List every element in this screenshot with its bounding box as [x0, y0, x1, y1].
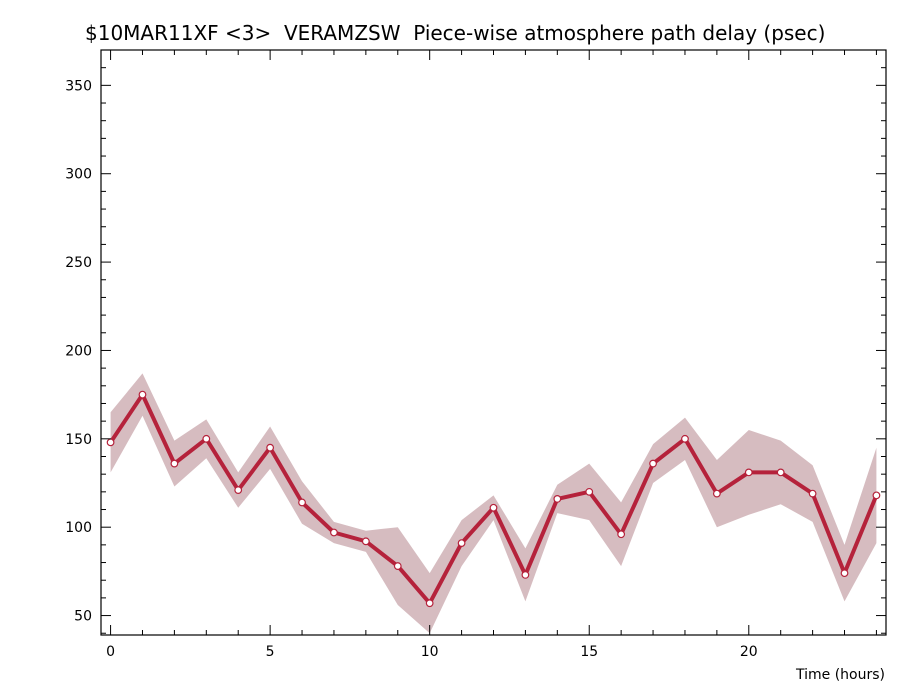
uncertainty-band: [110, 373, 877, 634]
chart-title: $10MAR11XF <3> VERAMZSW Piece-wise atmos…: [85, 21, 825, 45]
data-point: [425, 599, 434, 608]
x-tick-label: 0: [106, 644, 115, 660]
data-point: [170, 459, 179, 468]
data-point: [776, 468, 785, 477]
x-tick-label: 10: [421, 644, 439, 660]
data-point: [298, 498, 306, 507]
data-point: [106, 438, 115, 447]
data-point: [744, 468, 753, 477]
data-point: [808, 489, 817, 498]
x-tick-label: 5: [266, 644, 275, 660]
y-tick-label: 50: [74, 609, 92, 625]
data-point: [553, 495, 562, 503]
data-point: [617, 530, 626, 539]
data-point: [872, 491, 881, 500]
y-tick-label: 200: [65, 343, 92, 359]
y-axis-tick-labels: 50 100 150 200 250 300 350: [65, 78, 92, 624]
data-point: [840, 569, 849, 578]
data-point: [361, 537, 370, 546]
axis-ticks: [101, 49, 886, 635]
data-point: [681, 434, 689, 443]
data-point: [585, 487, 594, 496]
data-point: [330, 528, 338, 537]
data-point: [393, 562, 402, 570]
data-point: [489, 503, 498, 512]
plot-frame: [100, 49, 887, 636]
y-tick-label: 100: [65, 520, 92, 536]
x-axis-label: Time (hours): [795, 667, 885, 683]
x-axis-tick-labels: 0 5 10 15 20: [106, 644, 758, 660]
data-point: [202, 434, 211, 443]
y-tick-label: 350: [65, 78, 92, 94]
x-tick-label: 20: [740, 644, 758, 660]
data-point: [521, 571, 530, 579]
data-point: [138, 390, 147, 399]
data-point-layer: [106, 390, 881, 608]
y-tick-label: 300: [65, 167, 92, 183]
x-tick-label: 15: [580, 644, 598, 660]
data-point: [649, 459, 657, 468]
data-point: [712, 489, 721, 498]
y-tick-label: 150: [65, 432, 92, 448]
data-point: [457, 539, 466, 547]
data-point: [266, 443, 275, 452]
uncertainty-band-layer: [110, 373, 877, 634]
data-point: [234, 486, 243, 494]
y-tick-label: 250: [65, 255, 92, 271]
